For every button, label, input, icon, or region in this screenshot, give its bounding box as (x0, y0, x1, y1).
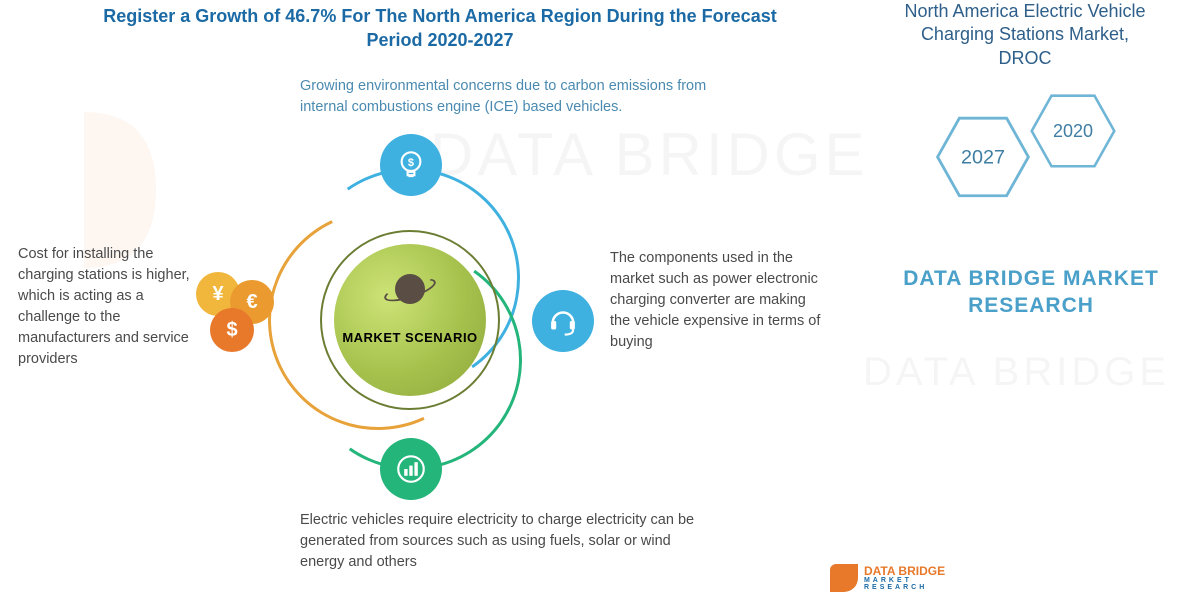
bars-icon (394, 452, 428, 486)
right-header-line1: North America Electric Vehicle (870, 0, 1180, 23)
hexagon-2020: 2020 (1030, 94, 1116, 168)
headset-icon (546, 304, 580, 338)
top-node-icon: $ (380, 134, 442, 196)
bottom-node-text: Electric vehicles require electricity to… (300, 510, 700, 573)
footer-logo-line2: MARKET RESEARCH (864, 577, 980, 591)
watermark-text: DATA BRIDGE (430, 120, 869, 189)
center-label: MARKET SCENARIO (342, 330, 477, 345)
svg-text:$: $ (408, 157, 414, 169)
hexagon-2027: 2027 (936, 116, 1031, 197)
bottom-node-icon (380, 438, 442, 500)
hexagon-2027-label: 2027 (961, 145, 1005, 168)
footer-logo-mark (830, 564, 858, 592)
left-node-text: Cost for installing the charging station… (18, 244, 208, 370)
center-circle: MARKET SCENARIO (320, 230, 500, 410)
coin-dollar: $ (210, 308, 254, 352)
footer-logo: DATA BRIDGE MARKET RESEARCH (830, 558, 980, 598)
top-node-text: Growing environmental concerns due to ca… (300, 76, 710, 118)
page-title: Register a Growth of 46.7% For The North… (80, 4, 800, 53)
planet-icon (384, 272, 436, 308)
footer-logo-text: DATA BRIDGE MARKET RESEARCH (864, 565, 980, 591)
bulb-dollar-icon: $ (394, 148, 428, 182)
right-header-line3: DROC (870, 47, 1180, 70)
center-inner: MARKET SCENARIO (334, 244, 486, 396)
right-header-line2: Charging Stations Market, (870, 23, 1180, 46)
right-node-text: The components used in the market such a… (610, 248, 830, 353)
left-coins-group: ¥ € $ (196, 272, 282, 358)
hexagon-2020-label: 2020 (1053, 121, 1093, 142)
watermark-text-2: DATA BRIDGE (863, 350, 1170, 395)
right-node-icon (532, 290, 594, 352)
footer-logo-line1: DATA BRIDGE (864, 565, 980, 577)
hexagon-group: 2027 2020 (920, 90, 1140, 250)
right-header: North America Electric Vehicle Charging … (870, 0, 1180, 70)
brand-label: DATA BRIDGE MARKET RESEARCH (896, 265, 1166, 320)
